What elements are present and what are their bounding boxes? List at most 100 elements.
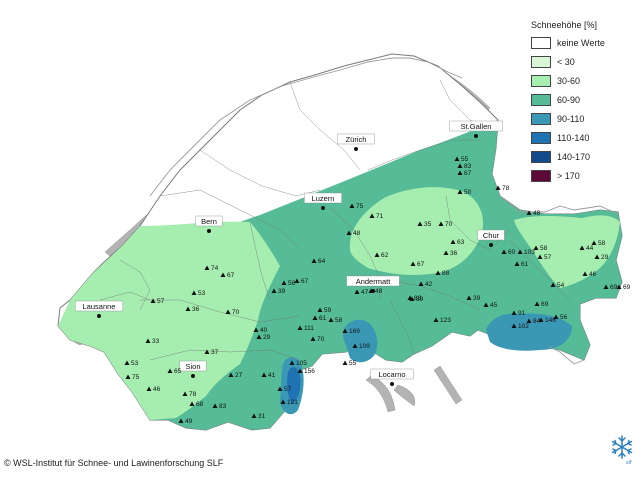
station-value: 61: [319, 315, 327, 322]
canton-boundary: [509, 239, 571, 301]
logo-label: slf: [626, 460, 632, 465]
zone-30-60-central: [349, 187, 483, 275]
station-value: 83: [219, 403, 227, 410]
legend-label: keine Werte: [557, 37, 605, 48]
border-austria: [499, 195, 619, 215]
canton-boundary: [445, 195, 511, 251]
station-value: 63: [457, 239, 465, 246]
station-marker: [204, 265, 210, 270]
canton-boundary: [387, 279, 481, 311]
station-marker: [538, 317, 544, 322]
station-value: 102: [518, 323, 529, 330]
station-value: 42: [425, 281, 433, 288]
legend-item: 90-110: [531, 110, 639, 127]
canton-boundary: [199, 149, 321, 197]
station-marker: [312, 315, 318, 320]
station-marker: [534, 301, 540, 306]
station-value: 75: [356, 203, 364, 210]
city-label: Bern: [201, 217, 217, 226]
station-marker: [410, 261, 416, 266]
station-marker: [511, 310, 517, 315]
station-marker: [435, 270, 441, 275]
station-value: 49: [185, 418, 193, 425]
station-value: 55: [349, 360, 357, 367]
station-value: 78: [189, 391, 197, 398]
station-marker: [514, 261, 520, 266]
city-label: Andermatt: [356, 277, 392, 286]
station-marker: [594, 254, 600, 259]
city-dot: [489, 243, 493, 247]
station-marker: [251, 413, 257, 418]
station-marker: [466, 295, 472, 300]
station-marker: [280, 399, 286, 404]
station-value: 33: [152, 338, 160, 345]
station-value: 88: [442, 270, 450, 277]
legend-item: > 170: [531, 167, 639, 184]
station-value: 111: [304, 325, 314, 332]
legend-swatch: [531, 131, 551, 144]
legend-label: 60-90: [557, 94, 581, 105]
station-value: 47: [361, 289, 369, 296]
station-value: 40: [260, 327, 268, 334]
station-marker: [616, 284, 622, 289]
city-dot: [474, 134, 478, 138]
station-value: 36: [450, 250, 458, 257]
legend-title: Schneehöhe [%]: [531, 20, 598, 30]
legend-swatch: [531, 74, 551, 87]
station-value: 50: [464, 189, 472, 196]
station-marker: [146, 386, 152, 391]
city-dot: [97, 314, 101, 318]
station-marker: [457, 170, 463, 175]
station-value: 59: [324, 307, 332, 314]
city-label: Lausanne: [83, 302, 116, 311]
station-value: 58: [335, 317, 343, 324]
station-marker: [501, 249, 507, 254]
city-label-box: [195, 215, 223, 227]
station-value: 67: [464, 170, 472, 177]
legend-label: 90-110: [557, 113, 585, 124]
canton-boundary: [289, 81, 361, 171]
station-marker: [349, 203, 355, 208]
legend-swatch: [531, 93, 551, 106]
station-marker: [454, 156, 460, 161]
station-marker: [311, 258, 317, 263]
station-marker: [182, 391, 188, 396]
legend-swatch: [531, 169, 551, 182]
station-value: 48: [533, 210, 541, 217]
zone-110-140-simplon: [287, 367, 301, 404]
legend-item: 60-90: [531, 91, 639, 108]
station-marker: [228, 372, 234, 377]
station-marker: [438, 221, 444, 226]
city-dot: [390, 382, 394, 386]
station-value: 39: [473, 295, 481, 302]
station-marker: [418, 281, 424, 286]
station-value: 57: [157, 298, 165, 305]
station-marker: [495, 185, 501, 190]
city-label-box: [370, 368, 414, 380]
city-label-box: [346, 275, 400, 287]
legend-item: < 30: [531, 53, 639, 70]
station-marker: [212, 403, 218, 408]
station-value: 27: [235, 372, 243, 379]
station-value: 58: [288, 280, 296, 287]
station-value: 71: [376, 213, 384, 220]
station-value: 57: [284, 386, 292, 393]
station-value: 67: [301, 278, 309, 285]
station-marker: [310, 336, 316, 341]
station-value: 57: [544, 254, 552, 261]
station-value: 35: [424, 221, 432, 228]
station-marker: [533, 245, 539, 250]
snowflake-icon: [611, 435, 633, 459]
city-dot: [191, 374, 195, 378]
station-marker: [483, 302, 489, 307]
station-marker: [369, 213, 375, 218]
station-marker: [450, 239, 456, 244]
station-marker: [145, 338, 151, 343]
station-marker: [352, 343, 358, 348]
legend: Schneehöhe [%] keine Werte < 30 30-60 60-90…: [531, 20, 639, 186]
station-marker: [537, 254, 543, 259]
zone-30-60-east: [514, 215, 620, 288]
station-value: 29: [263, 334, 271, 341]
station-value: 69: [541, 301, 549, 308]
station-value: 70: [445, 221, 453, 228]
